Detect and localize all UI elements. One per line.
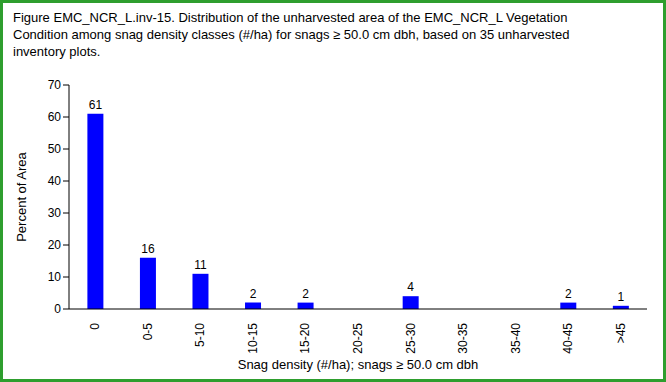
svg-text:0-5: 0-5 [141, 323, 155, 341]
svg-text:40-45: 40-45 [561, 323, 575, 354]
html-text:Figure EMC_NCR_L.inv-15. Distr: Figure EMC_NCR_L.inv-15. Distribution of… [13, 10, 570, 59]
svg-text:61: 61 [89, 98, 103, 112]
svg-text:25-30: 25-30 [404, 323, 418, 354]
svg-text:16: 16 [141, 242, 155, 256]
svg-text:15-20: 15-20 [298, 323, 312, 354]
svg-text:30: 30 [48, 206, 62, 220]
svg-text:60: 60 [48, 110, 62, 124]
svg-text:1: 1 [618, 290, 625, 304]
svg-text:20-25: 20-25 [351, 323, 365, 354]
svg-text:>45: >45 [614, 323, 628, 344]
svg-text:2: 2 [565, 287, 572, 301]
svg-text:70: 70 [48, 78, 62, 92]
svg-text:20: 20 [48, 238, 62, 252]
svg-text:Percent of Area: Percent of Area [14, 151, 29, 241]
svg-text:0: 0 [54, 302, 61, 316]
svg-text:5-10: 5-10 [193, 323, 207, 347]
svg-text:50: 50 [48, 142, 62, 156]
svg-text:10-15: 10-15 [246, 323, 260, 354]
svg-text:30-35: 30-35 [456, 323, 470, 354]
svg-text:2: 2 [250, 287, 257, 301]
svg-text:0: 0 [88, 323, 102, 330]
svg-text:40: 40 [48, 174, 62, 188]
svg-text:4: 4 [407, 280, 414, 294]
svg-text:11: 11 [194, 258, 207, 272]
svg-text:Snag density (#/ha); snags ≥ 5: Snag density (#/ha); snags ≥ 50.0 cm dbh [238, 357, 479, 372]
svg-text:10: 10 [48, 270, 62, 284]
svg-text:35-40: 35-40 [509, 323, 523, 354]
svg-text:2: 2 [302, 287, 309, 301]
